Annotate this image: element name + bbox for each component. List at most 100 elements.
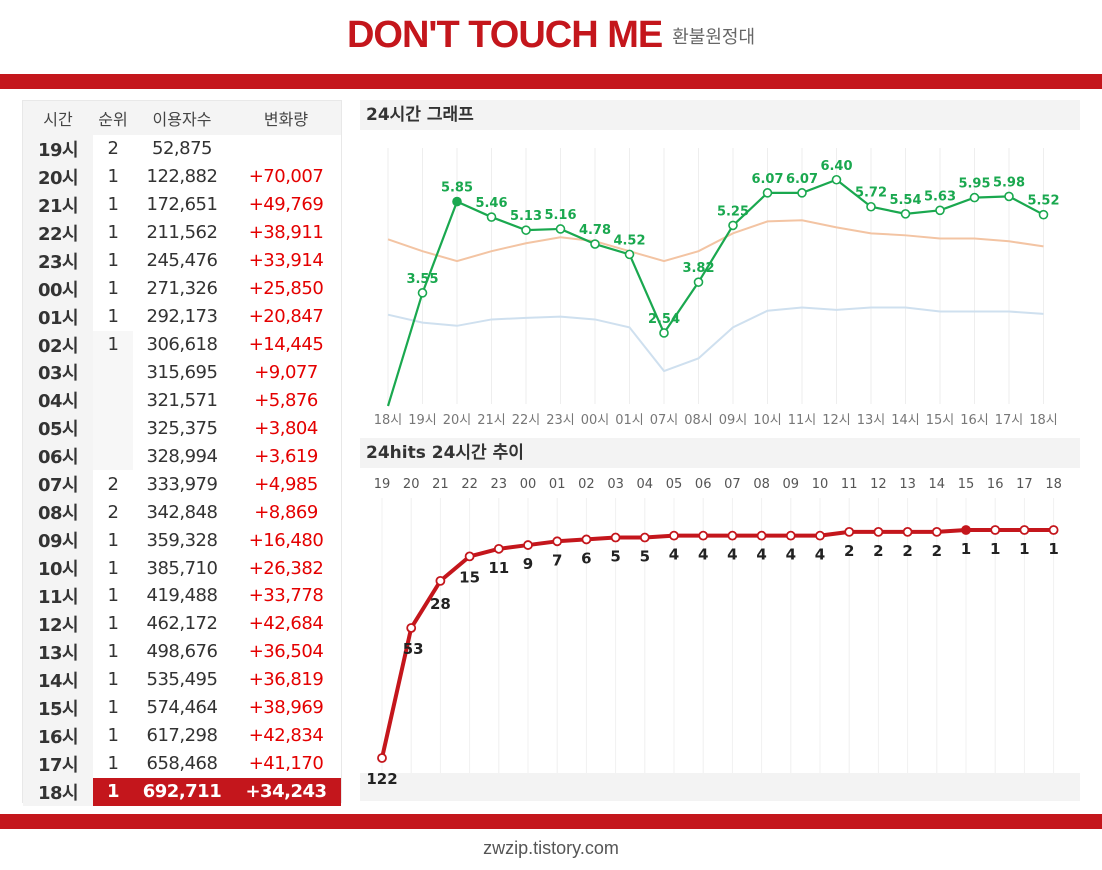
data-label: 4 (669, 546, 679, 564)
table-row: 17시 1 658,468 +41,170 (23, 749, 341, 778)
rank-cell: 1 (107, 194, 119, 216)
users-cell: 385,710 (146, 557, 218, 579)
data-label: 5.25 (717, 204, 749, 219)
rank-cell: 1 (93, 777, 133, 806)
time-cell: 12시 (23, 609, 93, 638)
time-cell: 21시 (23, 190, 93, 219)
time-cell: 03시 (23, 358, 93, 387)
data-point (728, 220, 738, 231)
x-tick-label: 14시 (891, 413, 920, 428)
x-tick-label: 16시 (960, 413, 989, 428)
data-label: 5.72 (855, 186, 887, 201)
x-tick-label: 23시 (546, 413, 575, 428)
data-label: 4 (786, 546, 796, 564)
rank-cell: 1 (107, 753, 119, 775)
data-point (935, 205, 945, 216)
change-cell: +16,480 (248, 529, 324, 551)
users-cell: 306,618 (146, 334, 218, 356)
data-point (377, 753, 387, 763)
users-cell: 574,464 (146, 697, 218, 719)
data-point (902, 526, 913, 537)
data-label: 4 (698, 546, 708, 564)
rank-cell: 1 (107, 669, 119, 691)
change-cell: +70,007 (248, 166, 324, 188)
x-tick-label: 09시 (719, 413, 748, 428)
data-point (1019, 525, 1030, 535)
time-cell: 00시 (23, 274, 93, 303)
data-point (961, 525, 971, 535)
change-cell: +33,914 (248, 250, 324, 272)
rank-cell: 1 (107, 222, 119, 244)
data-point (639, 532, 650, 543)
x-tick-label: 09 (783, 477, 800, 492)
users-cell: 359,328 (146, 529, 218, 551)
data-label: 4.52 (613, 233, 645, 248)
rank-cell: 2 (107, 473, 119, 495)
x-tick-label: 22 (461, 477, 478, 492)
data-point (900, 209, 911, 219)
x-tick-label: 21시 (477, 413, 506, 428)
data-label: 5.16 (544, 208, 576, 223)
data-label: 6.07 (786, 172, 818, 187)
x-tick-label: 03 (607, 477, 624, 492)
x-tick-label: 15시 (926, 413, 955, 428)
data-point (590, 239, 600, 249)
users-cell: 325,375 (146, 417, 218, 439)
time-cell: 22시 (23, 218, 93, 247)
data-label: 5.98 (993, 175, 1025, 190)
users-cell: 692,711 (133, 777, 231, 806)
table-row: 18시 1 692,711 +34,243 (23, 777, 341, 806)
time-cell: 13시 (23, 637, 93, 666)
table-row: 07시 2 333,979 +4,985 (23, 470, 341, 499)
page-title: DON'T TOUCH ME (346, 14, 663, 56)
change-cell: +26,382 (248, 557, 324, 579)
rank-cell: 2 (107, 138, 119, 160)
table-row: 21시 1 172,651 +49,769 (23, 190, 341, 219)
x-tick-label: 10시 (753, 413, 782, 428)
data-label: 15 (459, 568, 480, 586)
data-point (990, 525, 1001, 535)
x-tick-label: 04 (637, 477, 654, 492)
data-point (969, 192, 980, 203)
footer-site: zwzip.tistory.com (483, 838, 619, 858)
table-row: 14시 1 535,495 +36,819 (23, 665, 341, 694)
data-point (610, 532, 621, 543)
rank-cell: 1 (107, 166, 119, 188)
time-cell: 10시 (23, 554, 93, 582)
change-cell: +5,876 (254, 389, 318, 411)
change-cell: +42,834 (248, 725, 324, 747)
time-cell: 08시 (23, 498, 93, 527)
x-tick-label: 20시 (443, 413, 472, 428)
table-header-row: 시간 순위 이용자수 변화량 (23, 101, 341, 135)
users-cell: 419,488 (146, 585, 218, 607)
change-cell: +49,769 (248, 194, 324, 216)
table-row: 04시 321,571 +5,876 (23, 386, 341, 415)
data-label: 7 (552, 551, 562, 569)
data-label: 3.55 (406, 272, 438, 287)
data-point (831, 174, 842, 185)
rank-cell: 2 (107, 501, 119, 523)
x-tick-label: 23 (491, 477, 508, 492)
rank-cell: 1 (107, 585, 119, 607)
data-label: 1 (990, 540, 1000, 558)
data-label: 2.54 (648, 312, 680, 327)
data-label: 5.85 (441, 181, 473, 196)
x-tick-label: 01 (549, 477, 566, 492)
series-line-orange (387, 219, 1044, 263)
data-point (521, 225, 531, 235)
x-tick-label: 20 (403, 477, 420, 492)
data-point (417, 288, 428, 298)
change-cell: +3,804 (254, 417, 318, 439)
table-row: 10시 1 385,710 +26,382 (23, 554, 341, 582)
rank-cell (93, 386, 133, 415)
x-tick-label: 07 (724, 477, 741, 492)
x-tick-label: 17 (1016, 477, 1033, 492)
time-cell: 19시 (23, 135, 93, 163)
x-tick-label: 18시 (374, 413, 403, 428)
change-cell: +36,819 (248, 669, 324, 691)
data-label: 4 (756, 546, 766, 564)
time-cell: 07시 (23, 470, 93, 499)
time-cell: 15시 (23, 693, 93, 722)
rank-cell: 1 (107, 613, 119, 635)
users-cell: 122,882 (146, 166, 218, 188)
